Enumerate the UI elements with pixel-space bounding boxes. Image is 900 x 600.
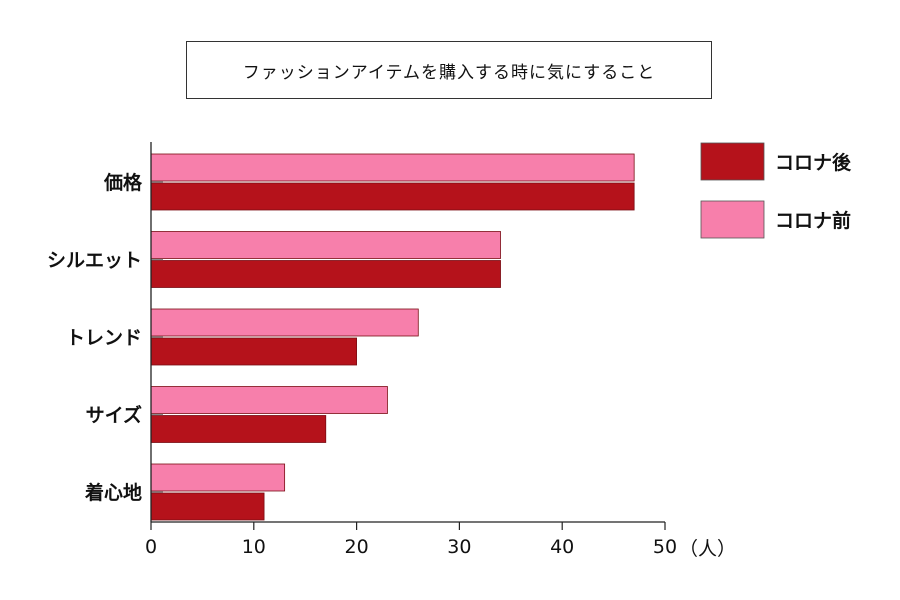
bar-before-4 <box>150 463 286 492</box>
x-tick-label-2: 20 <box>345 536 369 558</box>
bars-group <box>150 153 635 521</box>
bar-before-1 <box>150 231 501 259</box>
axes-group <box>150 142 665 523</box>
chart-title: ファッションアイテムを購入する時に気にすること <box>186 41 712 99</box>
x-axis-unit-label: （人） <box>679 538 736 560</box>
category-label-1: シルエット <box>47 250 142 272</box>
bar-after-0 <box>150 182 635 211</box>
legend-swatch-0 <box>700 142 765 181</box>
x-tick-label-1: 10 <box>242 536 266 558</box>
bar-after-3 <box>150 415 327 443</box>
legend-swatch-1 <box>700 200 765 239</box>
bar-before-3 <box>150 386 388 414</box>
legend-label-1: コロナ前 <box>775 209 851 232</box>
category-label-3: サイズ <box>86 404 142 427</box>
bar-after-2 <box>150 337 358 366</box>
bar-after-1 <box>150 260 501 288</box>
bar-before-2 <box>150 308 419 337</box>
legend-label-0: コロナ後 <box>775 151 852 174</box>
category-label-0: 価格 <box>103 171 143 194</box>
x-tick-label-3: 30 <box>447 536 471 558</box>
x-axis-ticks: 0 10 20 30 40 50 （人） <box>145 522 736 560</box>
x-tick-label-5: 50 <box>653 536 677 558</box>
bar-before-0 <box>150 153 635 182</box>
bar-after-4 <box>150 492 265 521</box>
x-tick-label-0: 0 <box>145 536 157 558</box>
category-label-2: トレンド <box>66 327 142 349</box>
category-label-4: 着心地 <box>85 481 142 504</box>
x-tick-label-4: 40 <box>550 536 574 558</box>
